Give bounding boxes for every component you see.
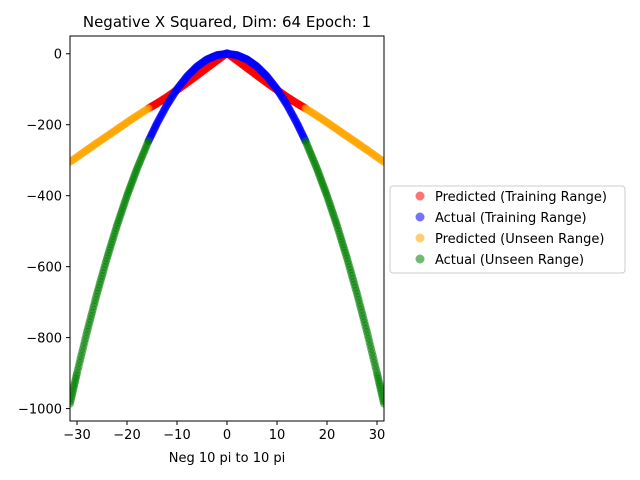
x-tick-label: −20 <box>113 428 140 443</box>
legend-label: Predicted (Unseen Range) <box>435 232 604 247</box>
y-tick-label: −200 <box>26 119 62 134</box>
legend-label: Actual (Training Range) <box>435 211 587 226</box>
legend-label: Actual (Unseen Range) <box>435 253 584 268</box>
legend-box <box>389 185 626 274</box>
y-tick-label: −400 <box>26 190 62 205</box>
y-tick-label: −800 <box>26 332 62 347</box>
x-tick-label: 10 <box>269 428 286 443</box>
x-tick-label: −30 <box>63 428 90 443</box>
legend-marker <box>415 212 425 222</box>
x-tick-label: 20 <box>319 428 336 443</box>
data-point <box>144 137 153 146</box>
legend-marker <box>415 191 425 201</box>
y-axis: 0 −200 −400 −600 −800 −1000 <box>18 48 70 418</box>
x-axis-label: Neg 10 pi to 10 pi <box>169 451 286 466</box>
x-tick-label: −10 <box>163 428 190 443</box>
data-point <box>380 157 384 166</box>
legend: Predicted (Training Range) Actual (Traini… <box>389 185 626 274</box>
data-point <box>144 104 153 113</box>
series-2 <box>70 104 384 166</box>
x-axis: −30 −20 −10 0 10 20 30 <box>63 421 385 443</box>
y-tick-label: 0 <box>54 48 62 63</box>
series-1 <box>144 49 310 146</box>
x-tick-label: 30 <box>369 428 386 443</box>
legend-marker <box>415 233 425 243</box>
chart-title: Negative X Squared, Dim: 64 Epoch: 1 <box>83 13 371 31</box>
series-3 <box>70 137 384 408</box>
legend-label: Predicted (Training Range) <box>435 190 607 205</box>
data-point <box>380 399 384 408</box>
legend-marker <box>415 254 425 264</box>
x-tick-label: 0 <box>223 428 231 443</box>
data-points <box>70 49 384 408</box>
y-tick-label: −600 <box>26 261 62 276</box>
y-tick-label: −1000 <box>18 403 62 418</box>
